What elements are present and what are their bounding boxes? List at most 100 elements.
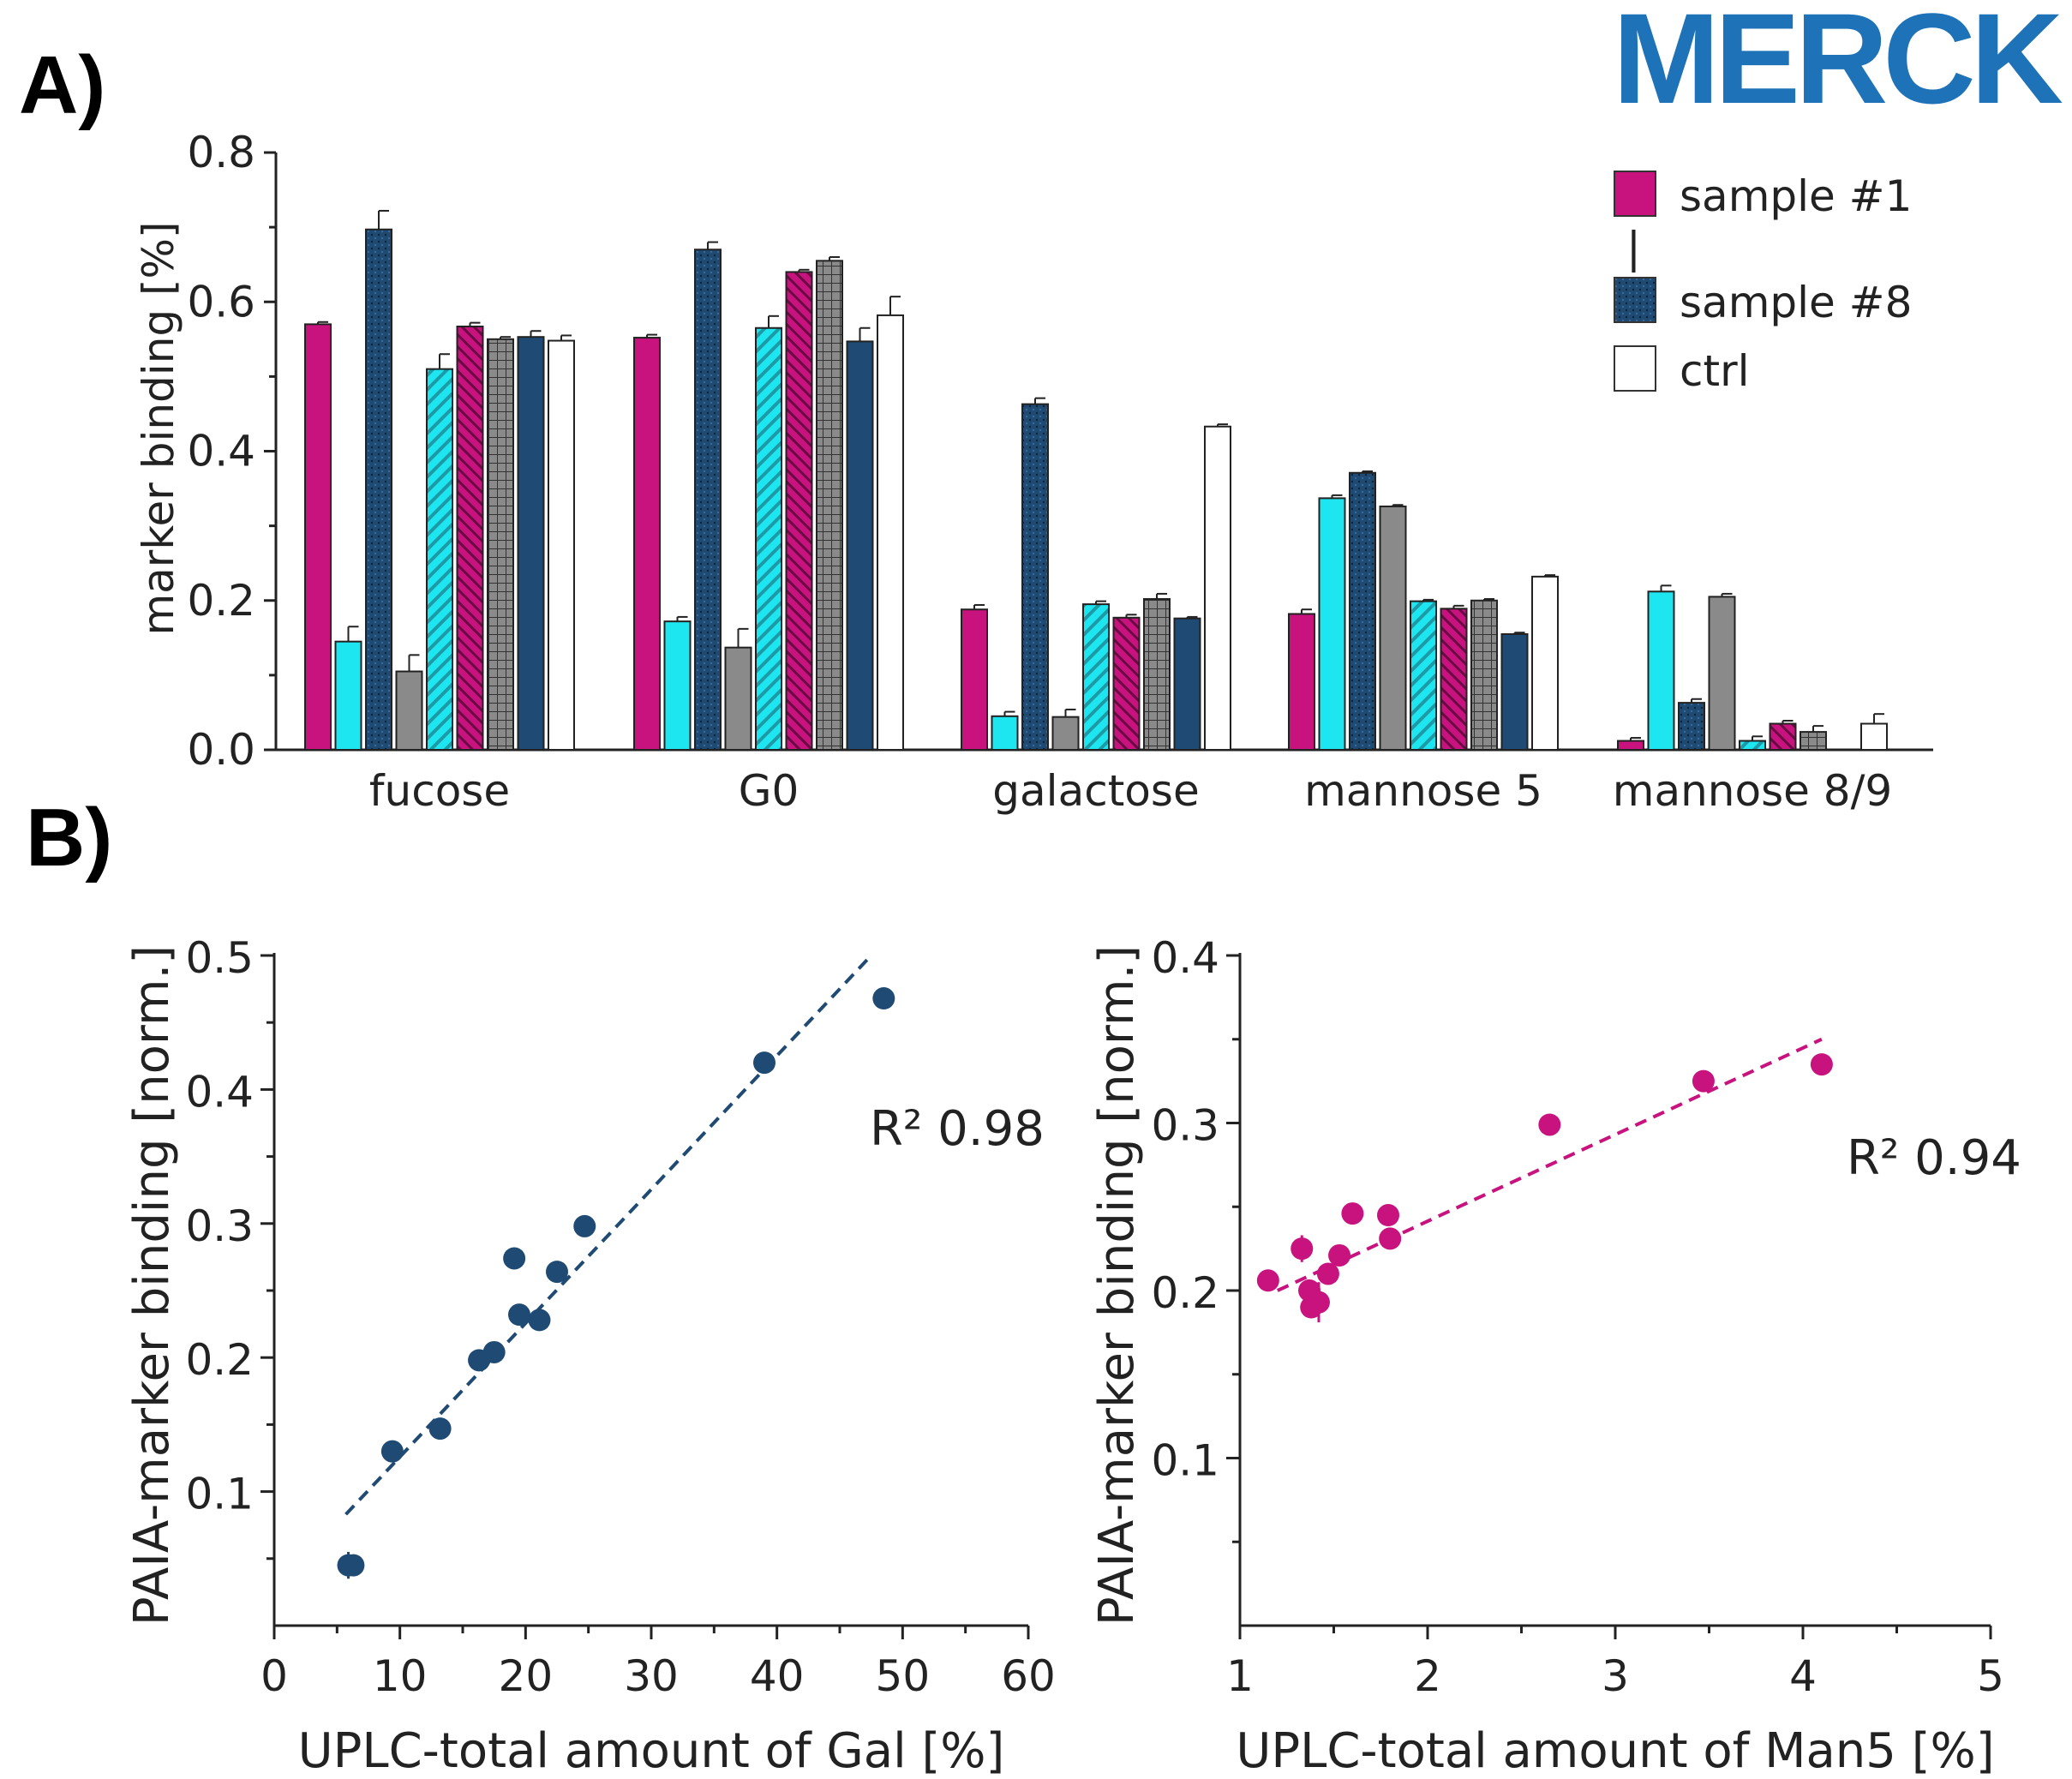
bar bbox=[961, 608, 988, 752]
data-point bbox=[1316, 1262, 1339, 1285]
bar bbox=[1112, 616, 1141, 751]
merck-logo: MERCK bbox=[1613, 0, 2068, 130]
data-point bbox=[1256, 1269, 1279, 1292]
man5-y-axis-title: PAIA-marker binding [norm.] bbox=[1089, 945, 1145, 1626]
legend-label-ctrl: ctrl bbox=[1680, 346, 1750, 396]
bar-chart-legend: sample #1 | sample #8 ctrl bbox=[1614, 171, 1912, 396]
bar bbox=[991, 715, 1019, 752]
bar-x-tick-label: mannose 8/9 bbox=[1613, 766, 1893, 816]
data-point bbox=[546, 1261, 568, 1284]
bar-chart-x-ticks: fucose G0 galactose mannose 5 mannose 8/9 bbox=[369, 766, 1892, 816]
data-point bbox=[573, 1214, 596, 1237]
bar bbox=[1617, 740, 1644, 751]
man5-fit-line bbox=[1276, 1037, 1823, 1292]
y-tick-label: 0.5 bbox=[185, 933, 254, 983]
y-tick-label: 0.2 bbox=[185, 1335, 254, 1385]
data-point bbox=[1692, 1069, 1715, 1093]
bar bbox=[1769, 722, 1797, 751]
data-point bbox=[508, 1303, 530, 1327]
bar bbox=[1800, 731, 1827, 752]
bar-x-tick-label: galactose bbox=[992, 766, 1199, 816]
x-tick-label: 2 bbox=[1414, 1651, 1441, 1701]
bar bbox=[1860, 722, 1888, 751]
bar bbox=[1647, 590, 1675, 751]
bar-chart-y-ticks: 0.0 0.2 0.4 0.6 0.8 bbox=[187, 128, 276, 775]
data-point bbox=[503, 1247, 526, 1270]
bar bbox=[1021, 403, 1049, 751]
data-point bbox=[1291, 1237, 1314, 1261]
bar bbox=[816, 260, 843, 751]
bar bbox=[1410, 600, 1437, 752]
bar-chart: 0.0 0.2 0.4 0.6 0.8 fucose G0 galactose mannose… bbox=[134, 128, 1933, 816]
regression-line bbox=[344, 954, 873, 1516]
man5-x-ticks: 1 2 3 4 5 bbox=[1226, 1626, 2004, 1701]
gal-fit-line bbox=[344, 954, 873, 1516]
data-point bbox=[1377, 1204, 1400, 1227]
x-tick-label: 40 bbox=[750, 1651, 805, 1701]
bar bbox=[1440, 608, 1468, 751]
regression-line bbox=[1276, 1037, 1823, 1292]
bar bbox=[1739, 740, 1766, 751]
bar bbox=[1173, 617, 1201, 751]
gal-r2-annotation: R² 0.98 bbox=[870, 1101, 1045, 1157]
bar bbox=[395, 670, 423, 751]
bar-chart-bars bbox=[304, 209, 1888, 752]
bar-y-tick-label: 0.4 bbox=[187, 427, 255, 476]
man5-r2-annotation: R² 0.94 bbox=[1847, 1130, 2021, 1186]
legend-label-sample-1: sample #1 bbox=[1680, 171, 1912, 221]
x-tick-label: 10 bbox=[373, 1651, 428, 1701]
y-tick-label: 0.1 bbox=[185, 1470, 254, 1519]
bar bbox=[1708, 596, 1736, 751]
bar bbox=[1082, 603, 1110, 752]
bar-y-tick-label: 0.0 bbox=[187, 725, 255, 775]
y-tick-label: 0.3 bbox=[185, 1201, 254, 1251]
bar bbox=[755, 326, 782, 751]
legend-swatch-sample-8 bbox=[1614, 277, 1656, 323]
data-point bbox=[1379, 1227, 1402, 1250]
legend-swatch-sample-1 bbox=[1614, 171, 1656, 217]
bar bbox=[877, 314, 904, 751]
bar bbox=[1500, 632, 1529, 751]
data-point bbox=[1328, 1243, 1351, 1267]
bar bbox=[1531, 575, 1559, 751]
legend-range-marker: | bbox=[1626, 223, 1641, 273]
bar bbox=[694, 249, 722, 751]
data-point bbox=[872, 987, 895, 1010]
data-point bbox=[1341, 1202, 1364, 1225]
panel-label-a: A) bbox=[19, 39, 105, 131]
x-tick-label: 50 bbox=[876, 1651, 931, 1701]
bar-y-tick-label: 0.8 bbox=[187, 128, 255, 177]
bar bbox=[1051, 716, 1080, 751]
x-tick-label: 20 bbox=[499, 1651, 554, 1701]
bar bbox=[1349, 471, 1376, 751]
data-point bbox=[342, 1554, 365, 1577]
gal-points bbox=[337, 987, 895, 1579]
bar-x-tick-label: mannose 5 bbox=[1304, 766, 1542, 816]
gal-x-axis-title: UPLC-total amount of Gal [%] bbox=[298, 1723, 1005, 1779]
bar-x-tick-label: fucose bbox=[369, 766, 510, 816]
man5-points bbox=[1256, 1053, 1833, 1323]
bar bbox=[365, 228, 392, 751]
scatter-chart-man5: 0.1 0.2 0.3 0.4 1 2 3 4 5 UPLC-total amount of … bbox=[1089, 933, 2021, 1779]
bar bbox=[304, 323, 332, 751]
x-tick-label: 30 bbox=[624, 1651, 679, 1701]
man5-x-axis-title: UPLC-total amount of Man5 [%] bbox=[1236, 1723, 1994, 1779]
bar-y-tick-label: 0.6 bbox=[187, 277, 255, 326]
gal-x-ticks: 0 10 20 30 40 50 60 bbox=[260, 1626, 1056, 1701]
gal-y-ticks: 0.1 0.2 0.3 0.4 0.5 bbox=[185, 933, 274, 1560]
bar bbox=[426, 368, 453, 751]
data-point bbox=[1810, 1053, 1833, 1076]
data-point bbox=[482, 1340, 506, 1363]
data-point bbox=[753, 1051, 776, 1075]
data-point bbox=[528, 1309, 551, 1332]
bar bbox=[846, 340, 874, 751]
x-tick-label: 5 bbox=[1977, 1651, 2004, 1701]
bar-y-tick-label: 0.2 bbox=[187, 576, 255, 626]
data-point bbox=[428, 1417, 452, 1441]
bar-chart-y-axis-title: marker binding [%] bbox=[134, 221, 183, 635]
gal-y-axis-title: PAIA-marker binding [norm.] bbox=[124, 945, 180, 1626]
bar bbox=[1379, 505, 1407, 751]
y-tick-label: 0.4 bbox=[1151, 933, 1219, 983]
bar bbox=[456, 326, 484, 751]
